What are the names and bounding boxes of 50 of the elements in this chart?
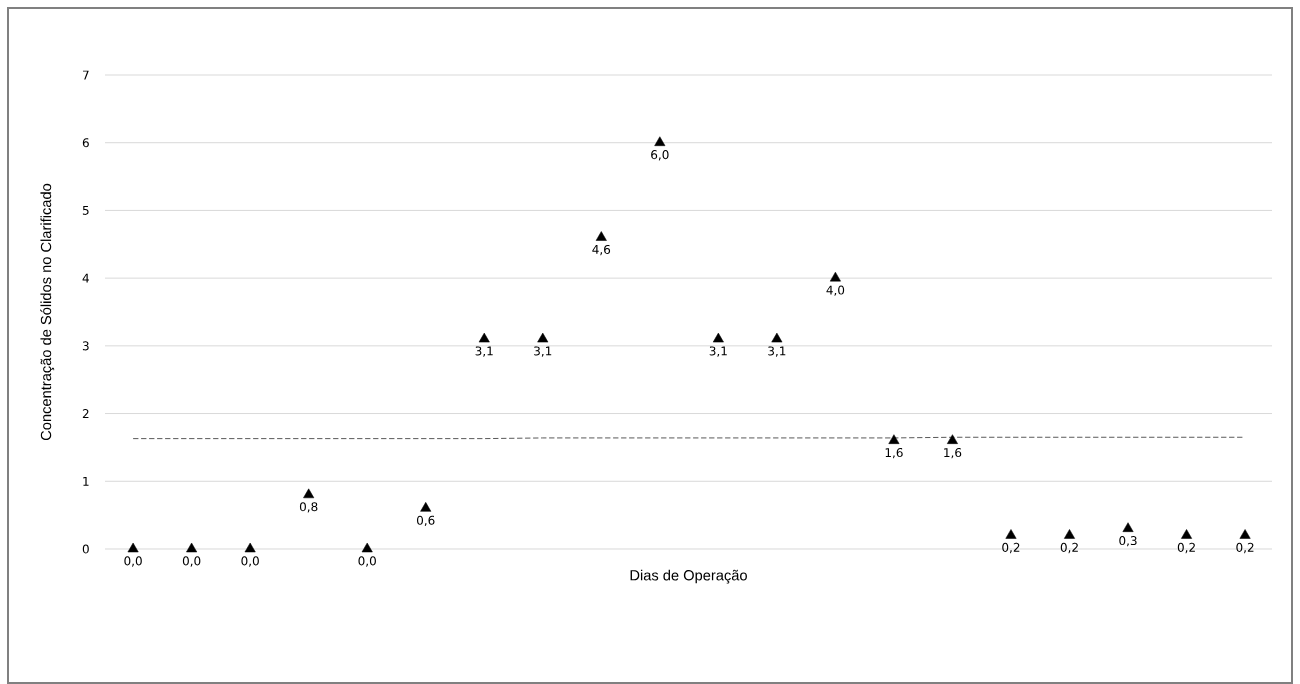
data-label: 3,1: [709, 346, 727, 357]
data-label: 0,2: [1060, 542, 1078, 554]
point: [829, 271, 841, 282]
data-label: 0,3: [1119, 536, 1137, 547]
point: [244, 542, 256, 553]
data-label: 4,0: [826, 285, 845, 296]
point: [1005, 529, 1017, 539]
y-tick-label: 0: [82, 544, 89, 554]
data-label: 0,6: [416, 515, 435, 527]
y-tick-label: 1: [83, 476, 89, 486]
data-label: 0,8: [299, 502, 318, 513]
point: [361, 542, 373, 553]
y-tick-label: 2: [82, 409, 89, 419]
data-label: 0,2: [1002, 542, 1020, 554]
data-label: 0,0: [241, 556, 259, 567]
point: [595, 231, 607, 241]
data-label: 1,6: [885, 448, 903, 459]
point: [771, 332, 783, 343]
data-label: 1,6: [944, 448, 962, 459]
data-label: 3,1: [534, 346, 552, 357]
point: [654, 136, 666, 146]
y-tick-label: 7: [82, 70, 89, 80]
data-label: 0,2: [1236, 542, 1254, 554]
data-label: 3,1: [475, 346, 493, 357]
data-label: 0,0: [358, 556, 376, 567]
point: [1122, 522, 1134, 532]
point: [537, 332, 549, 343]
point: [888, 434, 900, 444]
point: [303, 488, 315, 499]
point: [186, 542, 198, 553]
y-axis-title: Concentração de Sólidos no Clarificado: [40, 183, 55, 441]
point: [946, 434, 958, 444]
y-tick-label: 6: [82, 138, 89, 148]
y-tick-label: 4: [82, 273, 89, 283]
y-tick-label: 5: [82, 205, 89, 215]
data-label: 4,6: [592, 244, 611, 256]
data-label: 3,1: [768, 346, 786, 357]
data-label: 0,0: [182, 556, 201, 567]
point: [1064, 529, 1075, 539]
point: [478, 332, 490, 343]
data-label: 6,0: [651, 150, 669, 161]
point: [1181, 529, 1193, 539]
data-label: 0,2: [1177, 542, 1195, 554]
point: [712, 332, 724, 343]
y-tick-label: 3: [82, 341, 89, 351]
point: [420, 502, 432, 512]
data-label: 0,0: [124, 556, 142, 567]
x-axis-title: Dias de Operação: [630, 569, 747, 584]
point: [1239, 529, 1251, 539]
point: [127, 542, 139, 553]
